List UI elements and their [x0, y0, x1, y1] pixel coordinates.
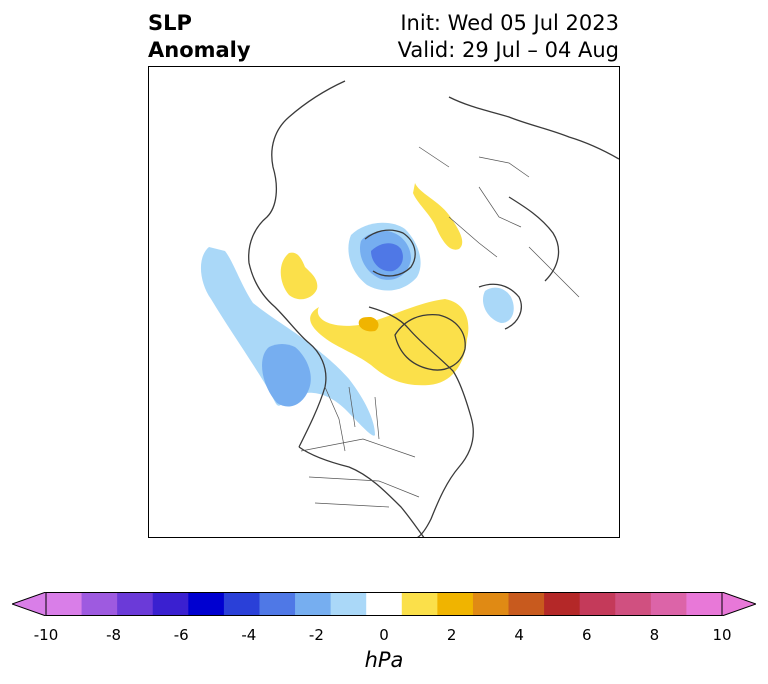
colorbar-tick-label: 2: [446, 626, 457, 644]
colorbar-tick-label: 10: [712, 626, 732, 644]
colorbar-segment: [508, 592, 545, 616]
colorbar-tick-label: 6: [582, 626, 592, 644]
colorbar-segment: [330, 592, 367, 616]
anomaly-positive-core: [358, 317, 379, 332]
anomaly-map: [200, 80, 619, 537]
valid-date: Valid: 29 Jul – 04 Aug: [397, 38, 619, 62]
colorbar-segment: [366, 592, 403, 616]
colorbar-tick-label: -10: [33, 626, 59, 644]
colorbar: [12, 592, 756, 616]
anomaly-negative-arctic-center: [371, 243, 403, 272]
colorbar-segment: [437, 592, 474, 616]
colorbar-segment: [117, 592, 154, 616]
colorbar-units: hPa: [364, 648, 404, 672]
colorbar-segment: [544, 592, 581, 616]
anomaly-negative-europe: [482, 287, 514, 323]
colorbar-segment: [259, 592, 296, 616]
colorbar-tick-label: 4: [514, 626, 524, 644]
title-line-2: Anomaly: [148, 38, 251, 62]
colorbar-segment: [295, 592, 332, 616]
colorbar-segment: [579, 592, 616, 616]
colorbar-segment: [152, 592, 189, 616]
colorbar-tick-label: -4: [241, 626, 257, 644]
borders: [300, 146, 580, 508]
colorbar-tick-label: 8: [649, 626, 660, 644]
anomaly-positive-alaska: [280, 252, 318, 300]
anomaly-positive-greenland: [310, 299, 469, 386]
colorbar-tick-label: -6: [173, 626, 189, 644]
anomaly-positive-siberia: [413, 183, 463, 250]
colorbar-extend-max: [721, 592, 756, 616]
colorbar-segment: [81, 592, 118, 616]
colorbar-extend-min: [12, 592, 47, 616]
colorbar-segment: [615, 592, 652, 616]
colorbar-segment: [472, 592, 510, 616]
colorbar-tick-label: 0: [379, 626, 389, 644]
colorbar-tick-label: -8: [106, 626, 122, 644]
map-panel: [148, 66, 620, 538]
init-date: Init: Wed 05 Jul 2023: [400, 11, 619, 35]
anomaly-negative-pacific: [200, 247, 375, 436]
coastlines: [248, 80, 619, 537]
colorbar-segment: [401, 592, 438, 616]
colorbar-segment: [650, 592, 687, 616]
map-title: SLP Anomaly: [148, 10, 251, 64]
colorbar-segment: [223, 592, 260, 616]
title-line-1: SLP: [148, 11, 192, 35]
colorbar-tick-label: -2: [308, 626, 324, 644]
colorbar-segment: [686, 592, 723, 616]
colorbar-frame: [45, 592, 723, 616]
colorbar-segment: [46, 592, 83, 616]
colorbar-segment: [188, 592, 225, 616]
anomaly-negative-gulf-alaska: [262, 344, 311, 407]
forecast-dates: Init: Wed 05 Jul 2023 Valid: 29 Jul – 04…: [398, 10, 619, 64]
